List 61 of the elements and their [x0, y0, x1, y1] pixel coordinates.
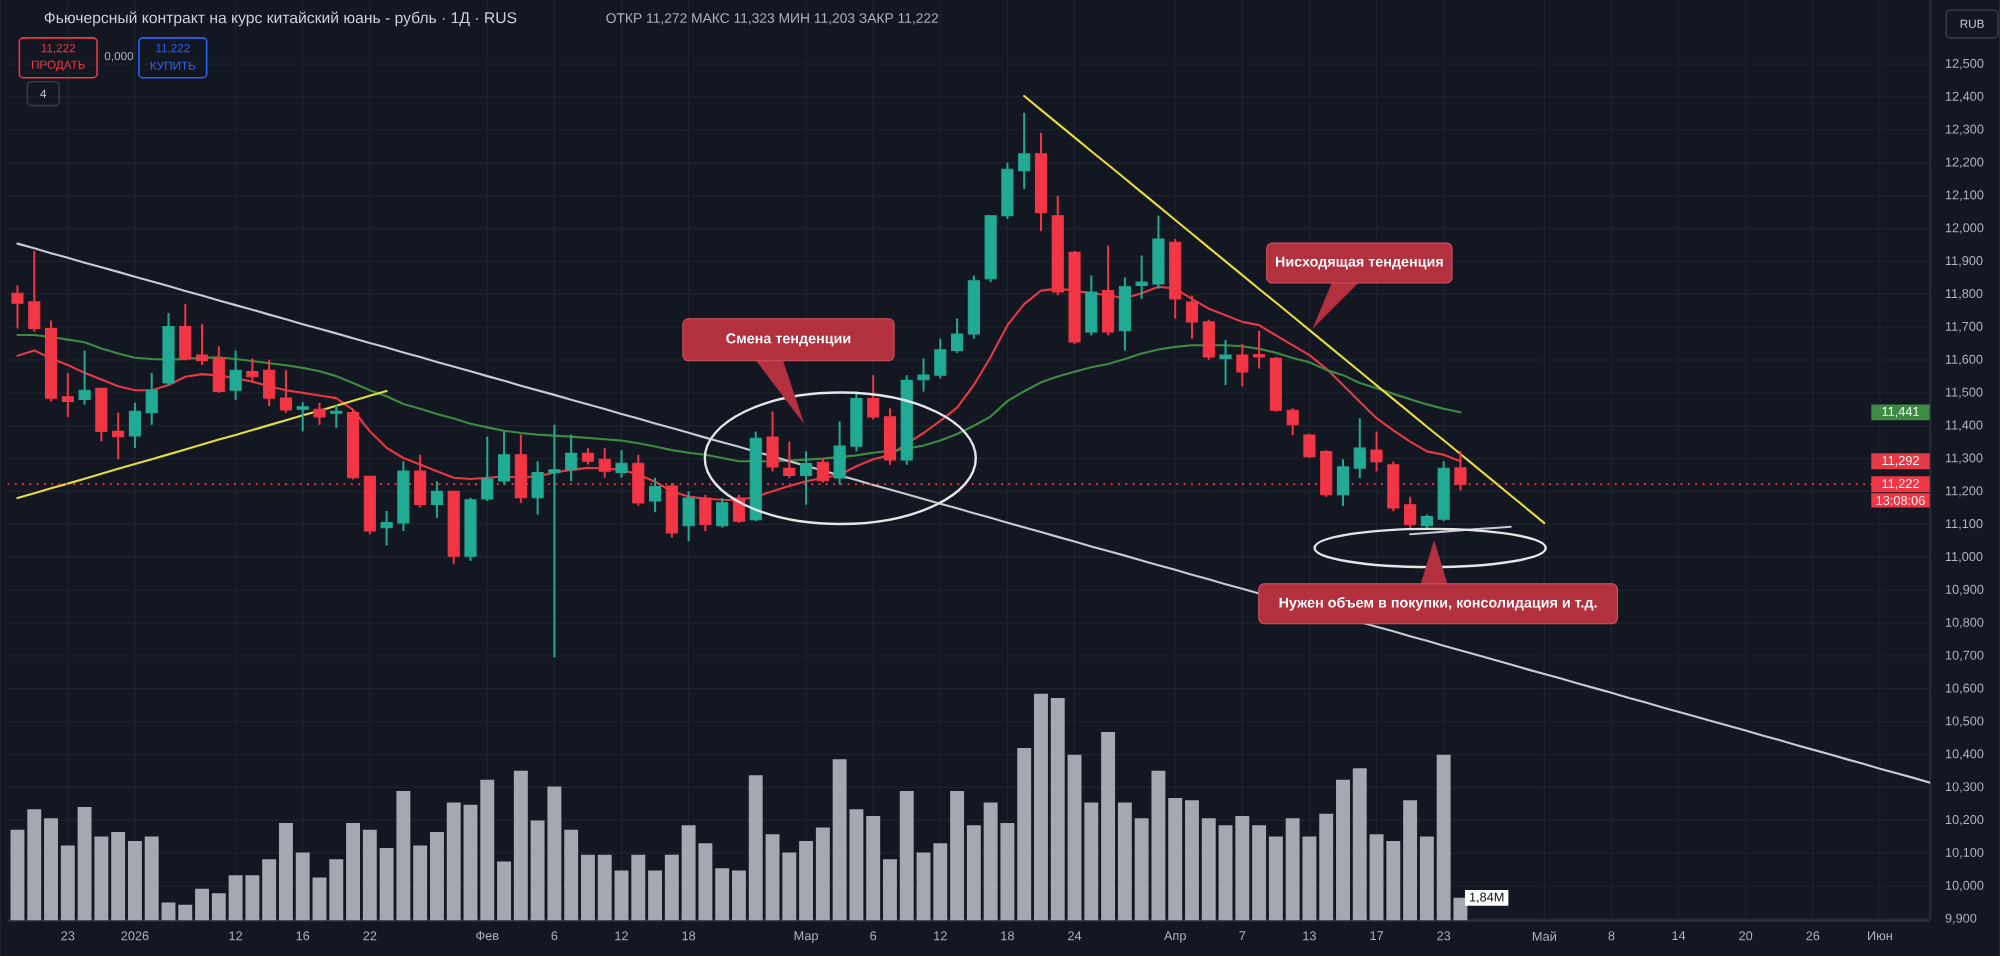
- candlestick: [615, 448, 628, 479]
- candlestick: [1152, 214, 1165, 290]
- candlestick: [313, 401, 326, 426]
- candlestick: [531, 460, 544, 516]
- candlestick: [1118, 276, 1131, 352]
- candlestick: [1236, 342, 1249, 388]
- candlestick: [833, 420, 846, 486]
- line-series: [16, 389, 388, 499]
- candlestick: [1353, 416, 1366, 479]
- candlestick: [497, 430, 511, 486]
- candlestick: [951, 317, 964, 354]
- candlestick: [1303, 432, 1316, 459]
- candlestick: [1370, 430, 1383, 473]
- candlestick: [112, 411, 125, 461]
- candlestick: [1253, 329, 1266, 370]
- candlestick: [28, 249, 41, 333]
- candlestick: [1102, 244, 1115, 337]
- candlestick: [78, 349, 91, 406]
- candlestick: [732, 493, 746, 524]
- candlestick: [212, 344, 225, 394]
- candlestick: [279, 368, 292, 414]
- candlestick: [565, 433, 578, 483]
- candlestick: [716, 496, 729, 529]
- candlestick: [195, 322, 209, 366]
- candlestick: [246, 357, 259, 383]
- candlestick: [1336, 458, 1350, 507]
- candlestick: [296, 400, 309, 433]
- candlestick: [682, 489, 695, 542]
- candlestick: [649, 476, 662, 514]
- candlestick: [766, 410, 779, 473]
- candlestick: [800, 450, 813, 506]
- candlestick: [934, 337, 947, 380]
- candlestick: [917, 357, 930, 393]
- candlestick: [1219, 338, 1232, 386]
- candlestick: [783, 440, 796, 479]
- candlestick: [61, 371, 74, 418]
- candlestick: [95, 387, 108, 442]
- candlestick: [330, 403, 343, 429]
- candlestick: [430, 480, 444, 519]
- candlestick: [128, 401, 141, 449]
- candlestick: [1001, 161, 1014, 220]
- candlestick: [1286, 407, 1299, 436]
- candlestick: [699, 493, 712, 533]
- candlestick: [883, 407, 897, 466]
- candlestick: [145, 371, 158, 426]
- candlestick: [548, 423, 561, 659]
- candlestick: [1135, 254, 1148, 300]
- candlestick: [229, 349, 242, 401]
- candlestick: [380, 509, 393, 547]
- candlestick: [867, 373, 880, 421]
- candlestick: [11, 284, 24, 330]
- candlestick: [1085, 274, 1098, 337]
- candlestick: [850, 390, 863, 453]
- candlestick: [179, 302, 192, 362]
- candlestick: [1018, 111, 1031, 190]
- candlestick: [1404, 495, 1417, 529]
- candlestick: [481, 435, 494, 502]
- candlestick: [263, 358, 276, 407]
- candlestick: [1185, 294, 1199, 340]
- candlestick: [1202, 318, 1215, 361]
- candlestick: [598, 446, 611, 479]
